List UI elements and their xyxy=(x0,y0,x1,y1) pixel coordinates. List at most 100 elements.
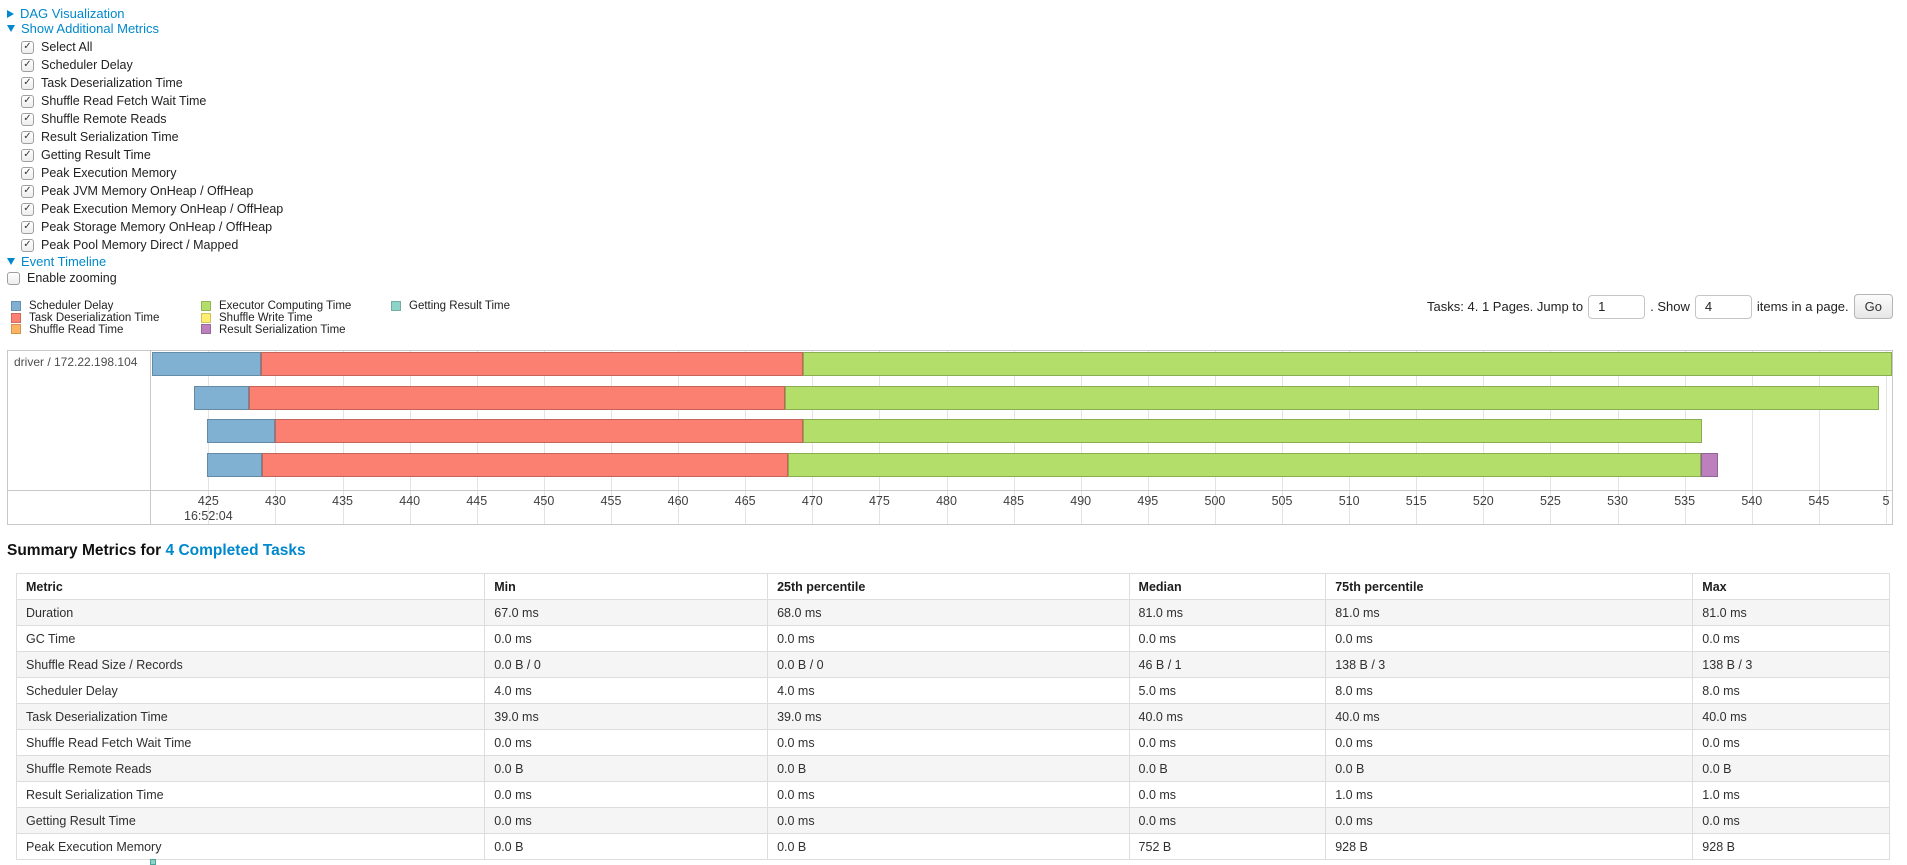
axis-tick-label: 480 xyxy=(936,494,957,508)
dag-visualization-label: DAG Visualization xyxy=(20,6,125,21)
scheduler-delay-bar[interactable] xyxy=(152,352,261,376)
task-deserialization-time-bar[interactable] xyxy=(248,386,786,410)
checkbox-icon[interactable] xyxy=(21,112,34,126)
event-timeline-toggle[interactable]: Event Timeline xyxy=(7,254,1907,269)
metric-checkbox-item[interactable]: Peak Execution Memory xyxy=(21,164,1907,182)
summary-metrics-heading: Summary Metrics for 4 Completed Tasks xyxy=(7,542,1907,560)
value-cell: 0.0 ms xyxy=(1128,807,1327,834)
metric-name-cell: Scheduler Delay xyxy=(15,677,486,704)
scheduler-delay-bar[interactable] xyxy=(207,453,263,477)
task-deserialization-time-bar[interactable] xyxy=(260,352,803,376)
summary-title-text: Summary Metrics for xyxy=(7,542,162,559)
metric-checkbox-label: Peak Execution Memory OnHeap / OffHeap xyxy=(41,202,284,216)
executor-computing-time-bar[interactable] xyxy=(802,419,1703,443)
task-deserialization-time-bar[interactable] xyxy=(275,419,803,443)
value-cell: 46 B / 1 xyxy=(1128,651,1327,678)
axis-tick-label: 545 xyxy=(1808,494,1830,508)
legend-column: Scheduler Delay Task Deserialization Time… xyxy=(11,300,201,336)
metric-checkbox-item[interactable]: Task Deserialization Time xyxy=(21,74,1907,92)
value-cell: 928 B xyxy=(1692,833,1890,860)
table-row: Duration 67.0 ms 68.0 ms 81.0 ms 81.0 ms 81.0… xyxy=(15,599,1890,626)
collapsed-arrow-icon xyxy=(7,9,14,18)
metric-name-cell: Result Serialization Time xyxy=(15,781,486,808)
table-row: Shuffle Read Size / Records 0.0 B / 0 0.0 … xyxy=(15,651,1890,678)
show-items-input[interactable] xyxy=(1694,294,1752,319)
executor-computing-time-swatch-icon xyxy=(201,300,211,311)
metric-checkbox-label: Task Deserialization Time xyxy=(41,76,183,90)
axis-gridline xyxy=(1885,351,1887,524)
task-deserialization-time-bar[interactable] xyxy=(262,453,789,477)
value-cell: 0.0 ms xyxy=(767,729,1130,756)
value-cell: 0.0 ms xyxy=(484,729,769,756)
metric-checkbox-item[interactable]: Peak Storage Memory OnHeap / OffHeap xyxy=(21,218,1907,236)
scheduler-delay-bar[interactable] xyxy=(207,419,276,443)
legend-item: Executor Computing Time xyxy=(201,300,391,312)
checkbox-icon[interactable] xyxy=(21,220,34,234)
value-cell: 39.0 ms xyxy=(484,703,769,730)
value-cell: 39.0 ms xyxy=(767,703,1130,730)
axis-tick-label: 470 xyxy=(801,494,823,508)
executor-computing-time-bar[interactable] xyxy=(785,386,1880,410)
table-row: Task Deserialization Time 39.0 ms 39.0 ms 4… xyxy=(15,703,1890,730)
metric-name-cell: Shuffle Remote Reads xyxy=(15,755,486,782)
metric-checkbox-item[interactable]: Result Serialization Time xyxy=(21,128,1907,146)
metric-checkbox-item[interactable]: Getting Result Time xyxy=(21,146,1907,164)
axis-tick-label: 5 xyxy=(1882,494,1890,508)
axis-tick-label: 510 xyxy=(1338,494,1360,508)
axis-tick-label: 460 xyxy=(667,494,689,508)
jump-to-page-input[interactable] xyxy=(1588,294,1646,319)
checkbox-icon[interactable] xyxy=(7,271,20,285)
metric-checkbox-item[interactable]: Peak JVM Memory OnHeap / OffHeap xyxy=(21,182,1907,200)
shuffle-read-time-swatch-icon xyxy=(11,324,21,335)
value-cell: 0.0 ms xyxy=(1692,625,1890,652)
enable-zooming-checkbox[interactable]: Enable zooming xyxy=(7,270,1907,286)
metric-checkbox-label: Result Serialization Time xyxy=(41,130,179,144)
completed-tasks-link[interactable]: 4 Completed Tasks xyxy=(165,542,306,559)
value-cell: 0.0 ms xyxy=(1128,625,1327,652)
metric-checkbox-item[interactable]: Peak Pool Memory Direct / Mapped xyxy=(21,236,1907,254)
checkbox-icon[interactable] xyxy=(21,130,34,144)
axis-second-label: 16:52:04 xyxy=(184,509,233,523)
executor-computing-time-bar[interactable] xyxy=(788,453,1701,477)
checkbox-icon[interactable] xyxy=(21,40,34,54)
value-cell: 0.0 B xyxy=(1128,755,1327,782)
checkbox-icon[interactable] xyxy=(21,202,34,216)
getting-result-time-swatch-icon xyxy=(391,300,401,311)
metric-checkbox-item[interactable]: Scheduler Delay xyxy=(21,56,1907,74)
metric-checkbox-item[interactable]: Select All xyxy=(21,38,1907,56)
metric-checkbox-list: Select All Scheduler Delay Task Deserializ… xyxy=(7,38,1907,254)
value-cell: 81.0 ms xyxy=(1692,599,1890,626)
show-additional-metrics-toggle[interactable]: Show Additional Metrics xyxy=(7,21,1907,36)
axis-tick-label: 525 xyxy=(1540,494,1561,508)
value-cell: 8.0 ms xyxy=(1692,677,1890,704)
go-button[interactable]: Go xyxy=(1853,294,1893,319)
metric-checkbox-label: Shuffle Remote Reads xyxy=(41,112,167,126)
checkbox-icon[interactable] xyxy=(21,238,34,252)
axis-tick-label: 500 xyxy=(1204,494,1226,508)
metric-name-cell: Peak Execution Memory xyxy=(15,833,486,860)
value-cell: 138 B / 3 xyxy=(1325,651,1694,678)
checkbox-icon[interactable] xyxy=(21,184,34,198)
legend-item: Result Serialization Time xyxy=(201,324,391,336)
value-cell: 0.0 B xyxy=(484,755,769,782)
axis-tick-label: 430 xyxy=(265,494,286,508)
metric-checkbox-label: Getting Result Time xyxy=(41,148,151,162)
checkbox-icon[interactable] xyxy=(21,58,34,72)
metric-checkbox-item[interactable]: Shuffle Remote Reads xyxy=(21,110,1907,128)
result-serialization-time-bar[interactable] xyxy=(1700,453,1719,477)
value-cell: 0.0 B xyxy=(1325,755,1694,782)
metric-checkbox-item[interactable]: Peak Execution Memory OnHeap / OffHeap xyxy=(21,200,1907,218)
axis-tick-label: 505 xyxy=(1271,494,1293,508)
metric-checkbox-item[interactable]: Shuffle Read Fetch Wait Time xyxy=(21,92,1907,110)
dag-visualization-toggle[interactable]: DAG Visualization xyxy=(7,6,1907,21)
executor-computing-time-bar[interactable] xyxy=(802,352,1892,376)
axis-tick-label: 485 xyxy=(1003,494,1025,508)
scheduler-delay-bar[interactable] xyxy=(193,386,249,410)
checkbox-icon[interactable] xyxy=(21,148,34,162)
metric-checkbox-label: Scheduler Delay xyxy=(41,58,133,72)
value-cell: 0.0 ms xyxy=(1128,781,1327,808)
checkbox-icon[interactable] xyxy=(21,94,34,108)
checkbox-icon[interactable] xyxy=(21,76,34,90)
table-row: Peak Execution Memory 0.0 B 0.0 B 752 B 928 … xyxy=(15,833,1890,860)
checkbox-icon[interactable] xyxy=(21,166,34,180)
